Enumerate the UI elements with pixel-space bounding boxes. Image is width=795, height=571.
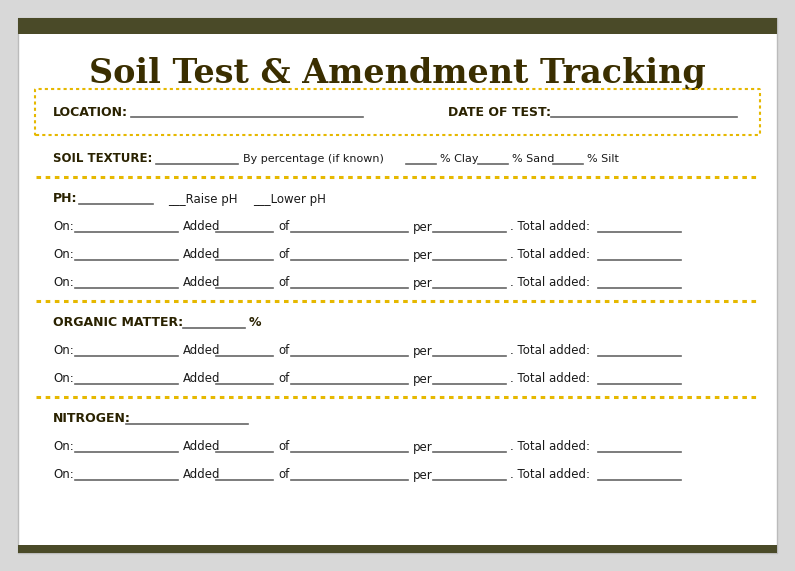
Text: % Sand: % Sand: [512, 154, 554, 164]
Text: ___Raise pH: ___Raise pH: [168, 192, 238, 206]
Text: per: per: [413, 440, 432, 453]
Text: . Total added:: . Total added:: [510, 344, 590, 357]
Text: Added: Added: [183, 372, 220, 385]
Text: . Total added:: . Total added:: [510, 468, 590, 481]
Text: . Total added:: . Total added:: [510, 220, 590, 234]
Text: On:: On:: [53, 220, 74, 234]
Text: On:: On:: [53, 344, 74, 357]
Text: %: %: [249, 316, 262, 329]
Text: . Total added:: . Total added:: [510, 372, 590, 385]
Text: ___Lower pH: ___Lower pH: [253, 192, 326, 206]
Text: Added: Added: [183, 276, 220, 289]
Text: On:: On:: [53, 372, 74, 385]
Text: per: per: [413, 468, 432, 481]
Text: of: of: [278, 276, 289, 289]
Text: DATE OF TEST:: DATE OF TEST:: [448, 106, 551, 119]
Text: of: of: [278, 220, 289, 234]
Text: On:: On:: [53, 468, 74, 481]
Text: Added: Added: [183, 248, 220, 262]
Text: per: per: [413, 372, 432, 385]
Text: per: per: [413, 344, 432, 357]
Text: PH:: PH:: [53, 192, 77, 206]
Text: . Total added:: . Total added:: [510, 440, 590, 453]
Text: By percentage (if known): By percentage (if known): [243, 154, 384, 164]
Text: of: of: [278, 468, 289, 481]
Text: per: per: [413, 248, 432, 262]
Text: Soil Test & Amendment Tracking: Soil Test & Amendment Tracking: [89, 57, 706, 90]
Text: % Silt: % Silt: [587, 154, 619, 164]
Bar: [18, 18, 777, 34]
Text: . Total added:: . Total added:: [510, 276, 590, 289]
Text: Added: Added: [183, 440, 220, 453]
Text: LOCATION:: LOCATION:: [53, 106, 128, 119]
Text: . Total added:: . Total added:: [510, 248, 590, 262]
Text: of: of: [278, 344, 289, 357]
Text: Added: Added: [183, 220, 220, 234]
Text: Added: Added: [183, 344, 220, 357]
Text: % Clay: % Clay: [440, 154, 479, 164]
Text: per: per: [413, 276, 432, 289]
Text: On:: On:: [53, 440, 74, 453]
Bar: [18, 545, 777, 553]
Text: ORGANIC MATTER:: ORGANIC MATTER:: [53, 316, 183, 329]
Text: of: of: [278, 372, 289, 385]
Text: On:: On:: [53, 276, 74, 289]
Text: of: of: [278, 440, 289, 453]
Text: of: of: [278, 248, 289, 262]
Text: NITROGEN:: NITROGEN:: [53, 412, 131, 425]
Text: SOIL TEXTURE:: SOIL TEXTURE:: [53, 152, 153, 166]
Text: Added: Added: [183, 468, 220, 481]
Text: On:: On:: [53, 248, 74, 262]
Text: per: per: [413, 220, 432, 234]
